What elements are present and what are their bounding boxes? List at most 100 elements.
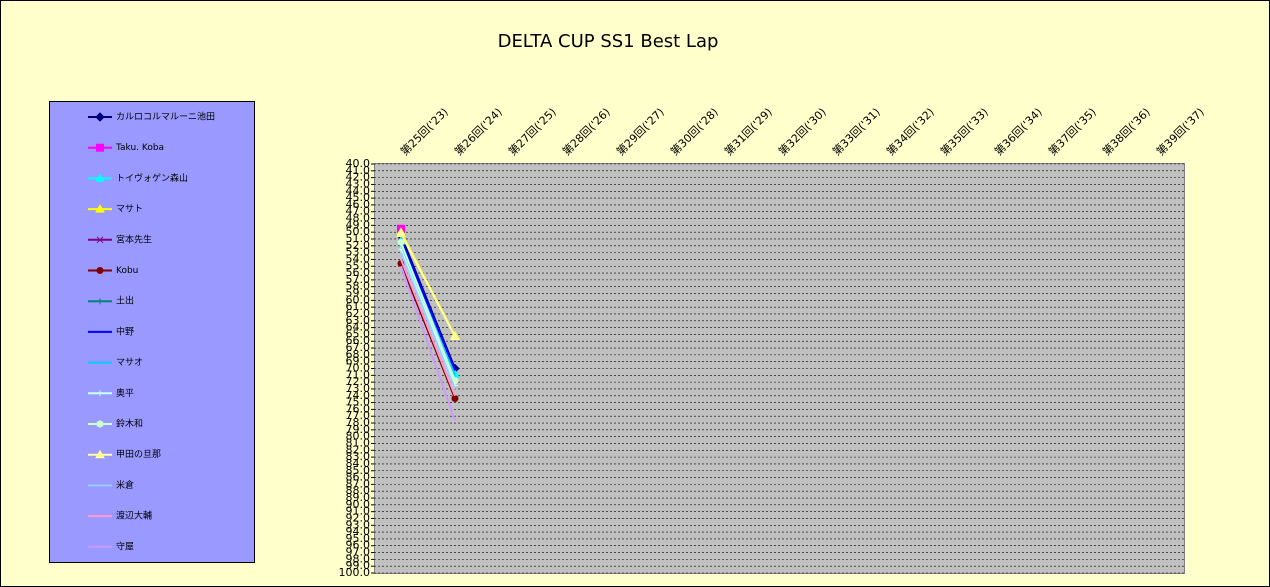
series-line bbox=[400, 259, 456, 397]
y-tick-label: 45.0 bbox=[346, 191, 371, 204]
legend-marker bbox=[96, 236, 104, 244]
y-tick-label: 98.0 bbox=[346, 552, 371, 565]
y-tick-label: 93.0 bbox=[346, 518, 371, 531]
y-tick-label: 90.0 bbox=[346, 498, 371, 511]
y-tick-label: 84.0 bbox=[346, 457, 371, 470]
y-tick-label: 48.0 bbox=[346, 212, 371, 225]
legend-label: カルロコルマルーニ池田 bbox=[116, 111, 215, 123]
y-tick-label: 71.0 bbox=[346, 368, 371, 381]
y-tick-label: 53.0 bbox=[346, 246, 371, 259]
y-tick-label: 69.0 bbox=[346, 355, 371, 368]
y-tick-label: 62.0 bbox=[346, 307, 371, 320]
legend-label: 守屋 bbox=[116, 540, 134, 552]
y-tick-label: 96.0 bbox=[346, 539, 371, 552]
series-line bbox=[400, 265, 456, 421]
y-tick-label: 60.0 bbox=[346, 293, 371, 306]
y-tick-label: 44.0 bbox=[346, 184, 371, 197]
legend-marker bbox=[95, 449, 105, 459]
y-tick-label: 72.0 bbox=[346, 375, 371, 388]
y-tick-label: 91.0 bbox=[346, 505, 371, 518]
data-point bbox=[451, 394, 459, 402]
y-tick-label: 59.0 bbox=[346, 287, 371, 300]
legend-label: Kobu bbox=[116, 266, 138, 276]
y-tick-label: 51.0 bbox=[346, 232, 371, 245]
series-line bbox=[400, 263, 456, 399]
data-point bbox=[396, 228, 406, 238]
legend-marker bbox=[97, 390, 103, 397]
legend-label: マサオ bbox=[116, 357, 143, 368]
y-tick-label: 70.0 bbox=[346, 362, 371, 375]
y-tick-label: 49.0 bbox=[346, 218, 371, 231]
legend-label: 甲田の旦那 bbox=[116, 449, 161, 460]
legend-label: 宮本先生 bbox=[116, 233, 152, 245]
y-tick-label: 73.0 bbox=[346, 382, 371, 395]
y-tick-label: 75.0 bbox=[346, 396, 371, 409]
y-tick-label: 46.0 bbox=[346, 198, 371, 211]
y-tick-label: 50.0 bbox=[346, 225, 371, 238]
y-tick-label: 74.0 bbox=[346, 389, 371, 402]
legend-label: 中野 bbox=[116, 325, 134, 337]
y-tick-label: 55.0 bbox=[346, 259, 371, 272]
series-line bbox=[400, 238, 456, 371]
series-line bbox=[400, 252, 456, 390]
y-tick-label: 66.0 bbox=[346, 334, 371, 347]
series-line bbox=[400, 248, 456, 386]
data-point bbox=[397, 238, 405, 246]
legend-label: トイヴォゲン森山 bbox=[116, 172, 188, 184]
y-tick-label: 41.0 bbox=[346, 164, 371, 177]
y-tick-label: 56.0 bbox=[346, 266, 371, 279]
y-tick-label: 95.0 bbox=[346, 532, 371, 545]
y-tick-label: 57.0 bbox=[346, 273, 371, 286]
y-tick-label: 86.0 bbox=[346, 471, 371, 484]
legend-label: 渡辺大輔 bbox=[116, 510, 152, 522]
y-tick-label: 88.0 bbox=[346, 484, 371, 497]
data-point bbox=[450, 331, 460, 340]
legend-marker bbox=[96, 267, 104, 274]
y-tick-label: 61.0 bbox=[346, 300, 371, 313]
legend-marker bbox=[95, 173, 105, 182]
y-tick-label: 52.0 bbox=[346, 239, 371, 252]
y-tick-label: 100.0 bbox=[339, 566, 371, 579]
series-line bbox=[400, 242, 456, 382]
y-tick-label: 47.0 bbox=[346, 205, 371, 218]
y-tick-label: 87.0 bbox=[346, 477, 371, 490]
y-tick-label: 58.0 bbox=[346, 280, 371, 293]
legend-label: Taku. Koba bbox=[115, 143, 164, 153]
y-tick-label: 94.0 bbox=[346, 525, 371, 538]
y-tick-label: 81.0 bbox=[346, 436, 371, 449]
legend-marker bbox=[96, 143, 104, 152]
y-tick-label: 67.0 bbox=[346, 341, 371, 354]
y-tick-label: 97.0 bbox=[346, 546, 371, 559]
legend-label: 米倉 bbox=[116, 479, 134, 491]
y-tick-label: 99.0 bbox=[346, 559, 371, 572]
legend-marker bbox=[96, 420, 104, 428]
y-tick-label: 82.0 bbox=[346, 443, 371, 456]
legend-marker bbox=[97, 298, 103, 305]
y-tick-label: 54.0 bbox=[346, 252, 371, 265]
legend-box bbox=[49, 101, 255, 563]
y-tick-label: 89.0 bbox=[346, 491, 371, 504]
series-line bbox=[400, 233, 456, 337]
chart-title: DELTA CUP SS1 Best Lap bbox=[498, 31, 719, 52]
legend-label: 土出 bbox=[116, 295, 134, 307]
y-tick-label: 43.0 bbox=[346, 177, 371, 190]
y-tick-label: 42.0 bbox=[346, 171, 371, 184]
y-tick-label: 76.0 bbox=[346, 402, 371, 415]
legend-marker bbox=[95, 204, 105, 213]
y-tick-label: 78.0 bbox=[346, 416, 371, 429]
y-tick-label: 92.0 bbox=[346, 511, 371, 524]
y-tick-label: 65.0 bbox=[346, 327, 371, 340]
y-tick-label: 68.0 bbox=[346, 348, 371, 361]
y-tick-label: 64.0 bbox=[346, 321, 371, 334]
legend-label: 鈴木和 bbox=[116, 418, 143, 430]
legend-label: マサト bbox=[116, 204, 143, 215]
y-tick-label: 63.0 bbox=[346, 314, 371, 327]
y-tick-label: 85.0 bbox=[346, 464, 371, 477]
y-tick-label: 77.0 bbox=[346, 409, 371, 422]
y-tick-label: 80.0 bbox=[346, 430, 371, 443]
y-tick-label: 40.0 bbox=[346, 157, 371, 170]
legend-label: 奥平 bbox=[116, 387, 134, 399]
y-tick-label: 83.0 bbox=[346, 450, 371, 463]
y-tick-label: 79.0 bbox=[346, 423, 371, 436]
